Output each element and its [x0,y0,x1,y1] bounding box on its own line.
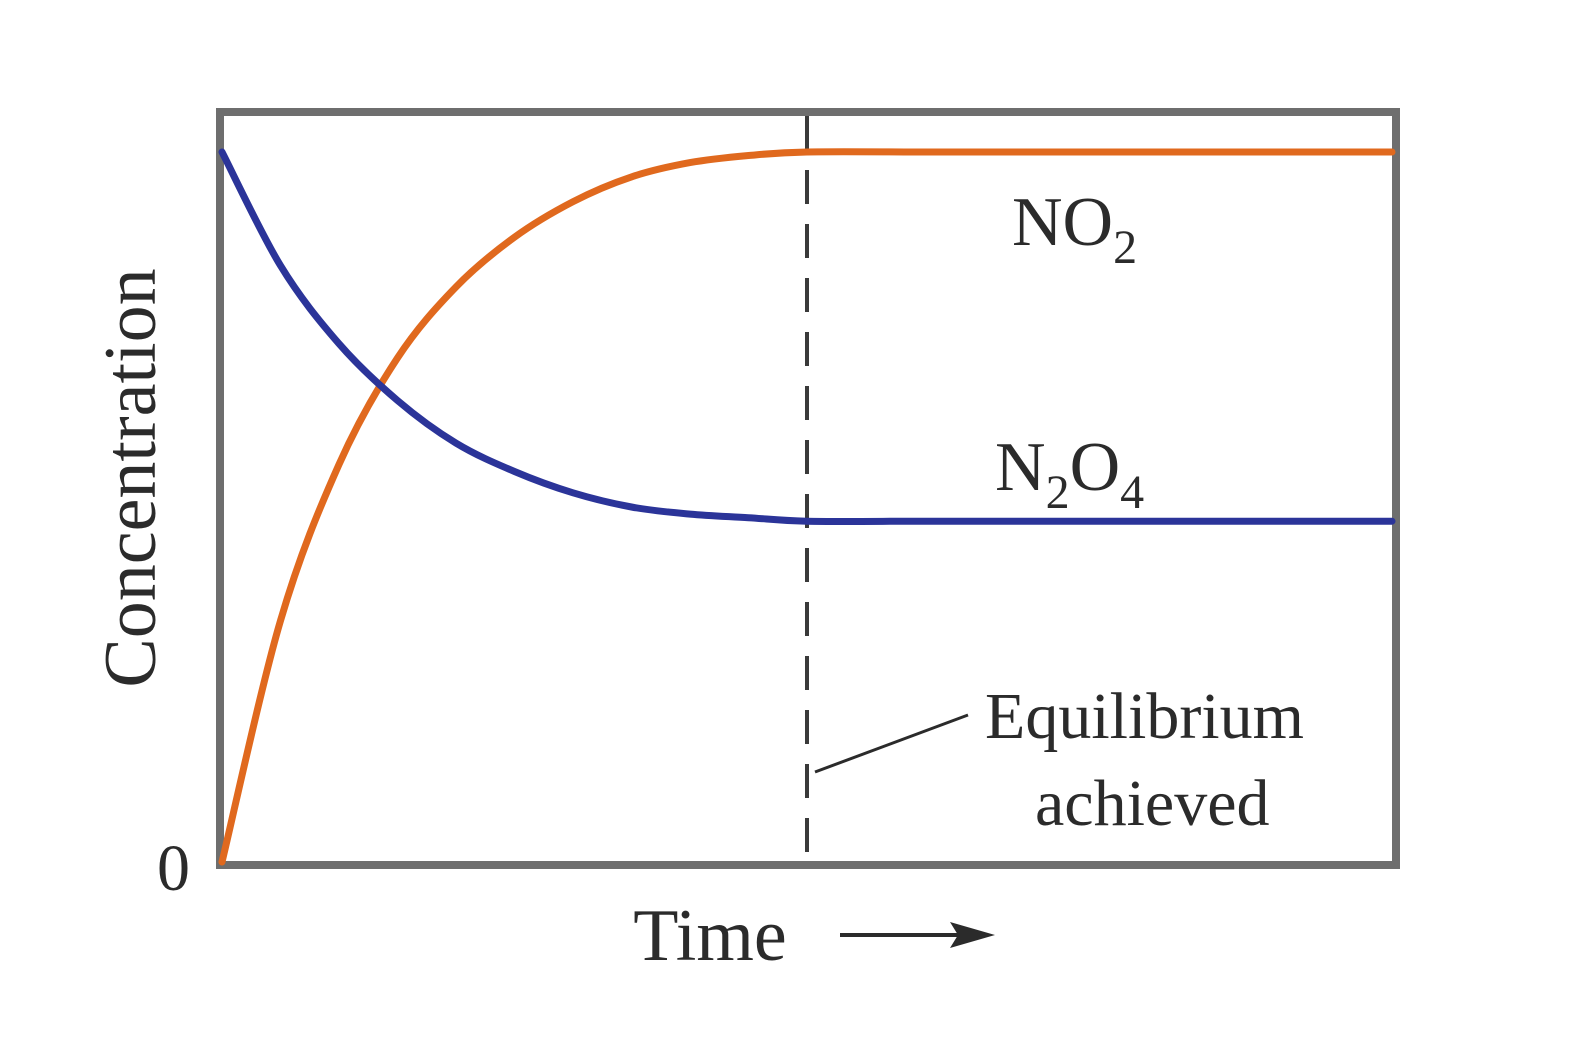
equilibrium-annotation-line2: achieved [1035,767,1270,840]
n2o4-label-sub2: 2 [1046,466,1070,519]
y-tick-label-0: 0 [157,832,190,905]
n2o4-label-n: N [995,429,1046,506]
plot-frame [216,108,1400,869]
no2-label: NO2 [1012,184,1137,274]
n2o4-label-sub4: 4 [1120,466,1144,519]
n2o4-label-o: O [1070,429,1121,506]
x-axis-label: Time [633,895,787,977]
no2-series-line [218,148,1396,866]
y-axis-label: Concentration [90,268,172,687]
annotation-leader-line [814,713,969,774]
x-axis-arrow-icon [840,922,995,948]
no2-label-main: NO [1012,184,1113,261]
equilibrium-annotation-line1: Equilibrium [985,680,1304,753]
no2-label-sub: 2 [1113,221,1137,274]
n2o4-series-line [218,148,1396,525]
n2o4-label: N2O4 [995,429,1144,519]
